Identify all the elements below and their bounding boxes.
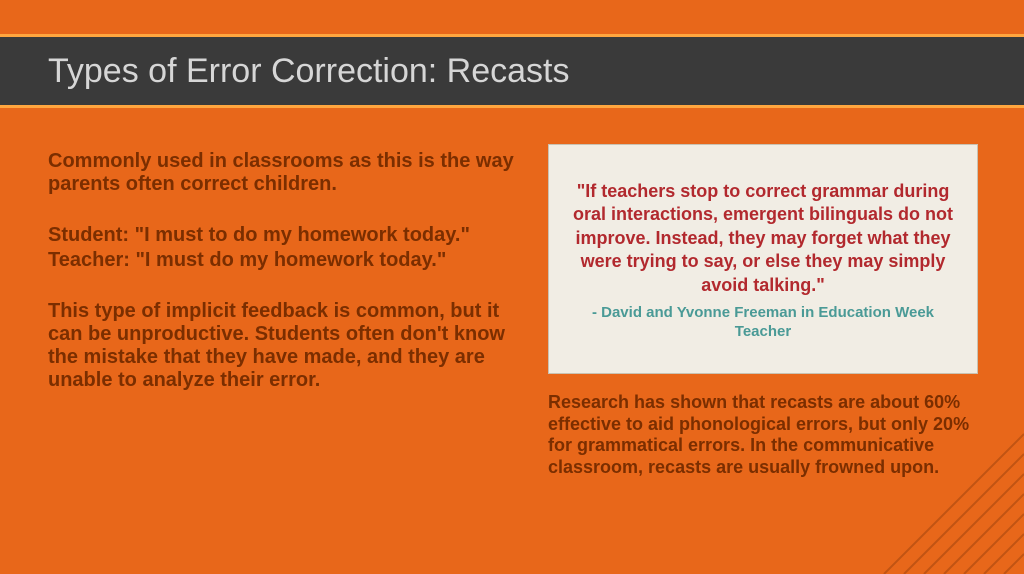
- teacher-line: Teacher: "I must do my homework today.": [48, 249, 518, 272]
- left-column: Commonly used in classrooms as this is t…: [48, 150, 518, 392]
- research-paragraph: Research has shown that recasts are abou…: [548, 392, 998, 478]
- quote-attribution: - David and Yvonne Freeman in Education …: [567, 303, 959, 342]
- title-bar: Types of Error Correction: Recasts: [0, 34, 1024, 108]
- quote-text: "If teachers stop to correct grammar dur…: [567, 180, 959, 297]
- intro-paragraph: Commonly used in classrooms as this is t…: [48, 150, 518, 196]
- explanation-paragraph: This type of implicit feedback is common…: [48, 300, 518, 392]
- slide-title: Types of Error Correction: Recasts: [48, 52, 570, 91]
- student-line: Student: "I must to do my homework today…: [48, 224, 518, 247]
- right-column: "If teachers stop to correct grammar dur…: [548, 144, 996, 478]
- quote-box: "If teachers stop to correct grammar dur…: [548, 144, 978, 374]
